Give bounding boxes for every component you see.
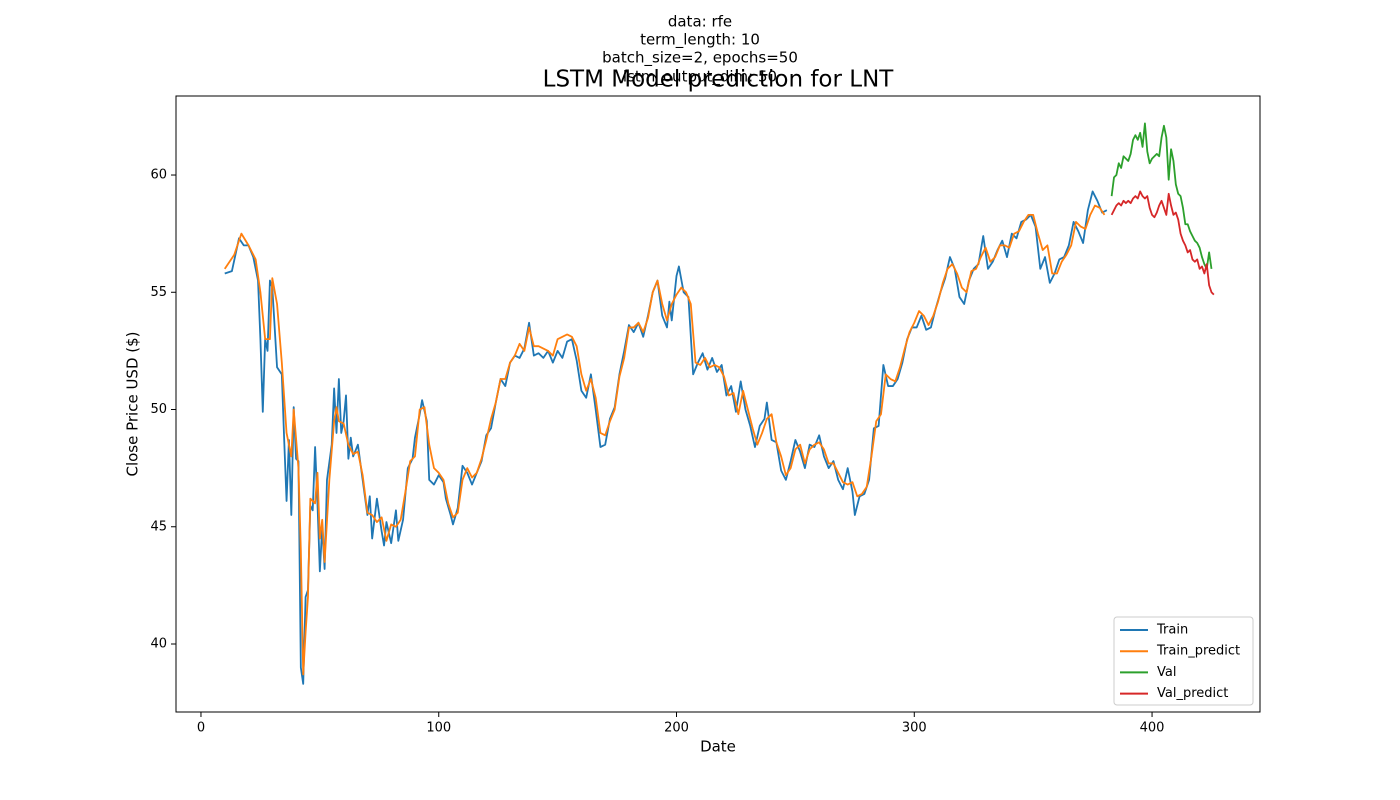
series-line [1110, 122, 1213, 270]
chart-title: LSTM Model prediction for LNT [543, 67, 895, 93]
suptitle: batch_size=2, epochs=50 [602, 49, 798, 68]
legend-label: Train [1156, 623, 1188, 638]
y-tick-label: 55 [150, 285, 167, 300]
y-tick-label: 50 [150, 402, 167, 417]
x-tick-label: 300 [902, 721, 927, 736]
suptitle: term_length: 10 [640, 31, 760, 50]
series-line [223, 204, 1106, 676]
plot-frame [175, 95, 1261, 713]
suptitle: lstm_output_dim: 50 [623, 68, 777, 87]
legend-label: Val_predict [1157, 686, 1228, 701]
x-tick-label: 100 [426, 721, 451, 736]
y-tick-label: 40 [150, 636, 167, 651]
y-tick-label: 45 [150, 519, 167, 534]
x-tick-label: 400 [1140, 721, 1165, 736]
x-axis-label: Date [700, 738, 736, 756]
legend-box [1113, 616, 1254, 706]
series-line [1110, 190, 1215, 296]
y-tick-label: 60 [150, 168, 167, 183]
x-tick-label: 200 [664, 721, 689, 736]
legend-label: Val [1157, 665, 1176, 680]
y-axis-label: Close Price USD ($) [124, 331, 142, 476]
suptitle: data: rfe [668, 13, 732, 31]
legend-label: Train_predict [1156, 644, 1240, 659]
x-tick-label: 0 [197, 721, 205, 736]
